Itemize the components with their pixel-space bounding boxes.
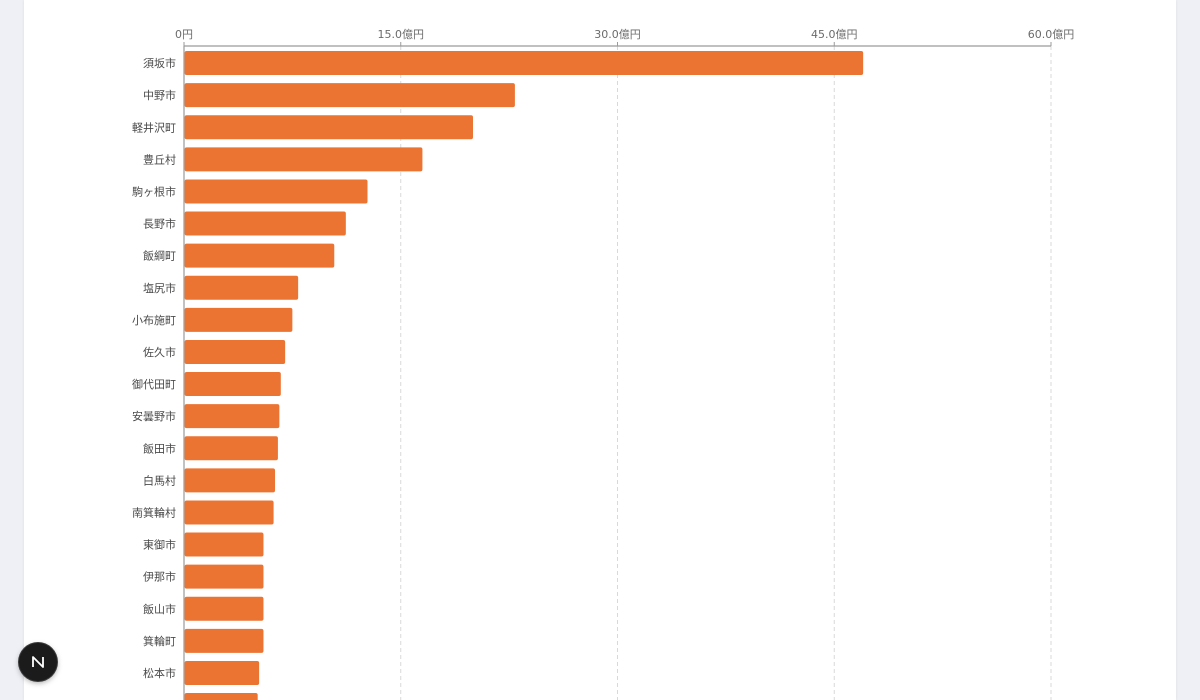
- bar[interactable]: [184, 211, 346, 236]
- category-label: 飯山市: [143, 602, 176, 616]
- category-label: 佐久市: [143, 345, 176, 359]
- bar[interactable]: [184, 404, 280, 429]
- n-logo-icon: [32, 656, 44, 668]
- bar[interactable]: [184, 468, 276, 493]
- bar[interactable]: [184, 147, 423, 172]
- nextjs-dev-indicator-button[interactable]: [19, 643, 57, 681]
- category-label: 飯綱町: [143, 249, 176, 263]
- bar[interactable]: [184, 628, 264, 653]
- category-label: 安曇野市: [132, 409, 176, 423]
- x-tick-label: 60.0億円: [1028, 28, 1075, 41]
- category-label: 松本市: [143, 666, 176, 680]
- category-label: 東御市: [143, 538, 176, 552]
- bar[interactable]: [184, 532, 264, 557]
- category-label: 豊丘村: [143, 152, 176, 166]
- bar[interactable]: [184, 436, 278, 461]
- category-label: 飯田市: [143, 441, 176, 455]
- x-tick-label: 45.0億円: [811, 28, 858, 41]
- category-label: 伊那市: [143, 570, 176, 584]
- x-tick-label: 0円: [175, 28, 193, 41]
- category-label: 中野市: [143, 88, 176, 102]
- bar[interactable]: [184, 83, 515, 108]
- bar[interactable]: [184, 115, 473, 140]
- bar[interactable]: [184, 564, 264, 589]
- bar[interactable]: [184, 339, 286, 364]
- bar[interactable]: [184, 179, 368, 204]
- bar[interactable]: [184, 307, 293, 332]
- bar[interactable]: [184, 51, 864, 76]
- bar[interactable]: [184, 275, 299, 300]
- bar[interactable]: [184, 693, 258, 700]
- x-tick-label: 30.0億円: [594, 28, 641, 41]
- bar[interactable]: [184, 372, 281, 397]
- category-label: 御代田町: [132, 377, 176, 391]
- category-label: 南箕輪村: [132, 505, 176, 519]
- category-label: 塩尻市: [143, 281, 176, 295]
- category-label: 小布施町: [132, 314, 176, 327]
- bar[interactable]: [184, 243, 335, 268]
- bar[interactable]: [184, 500, 274, 525]
- bar[interactable]: [184, 596, 264, 621]
- category-label: 箕輪町: [143, 634, 176, 648]
- category-label: 軽井沢町: [132, 120, 176, 134]
- bar-chart: 0円 15.0億円 30.0億円 45.0億円 60.0億円須坂市中野市軽井沢町豊丘村駒…: [132, 28, 1075, 700]
- x-tick-label: 15.0億円: [378, 28, 425, 41]
- category-label: 長野市: [143, 217, 176, 231]
- category-label: 駒ヶ根市: [132, 184, 176, 198]
- chart-card: 0円 15.0億円 30.0億円 45.0億円 60.0億円須坂市中野市軽井沢町豊丘村駒…: [24, 0, 1176, 700]
- category-label: 白馬村: [143, 473, 176, 487]
- category-label: 須坂市: [143, 56, 176, 70]
- bar[interactable]: [184, 660, 260, 685]
